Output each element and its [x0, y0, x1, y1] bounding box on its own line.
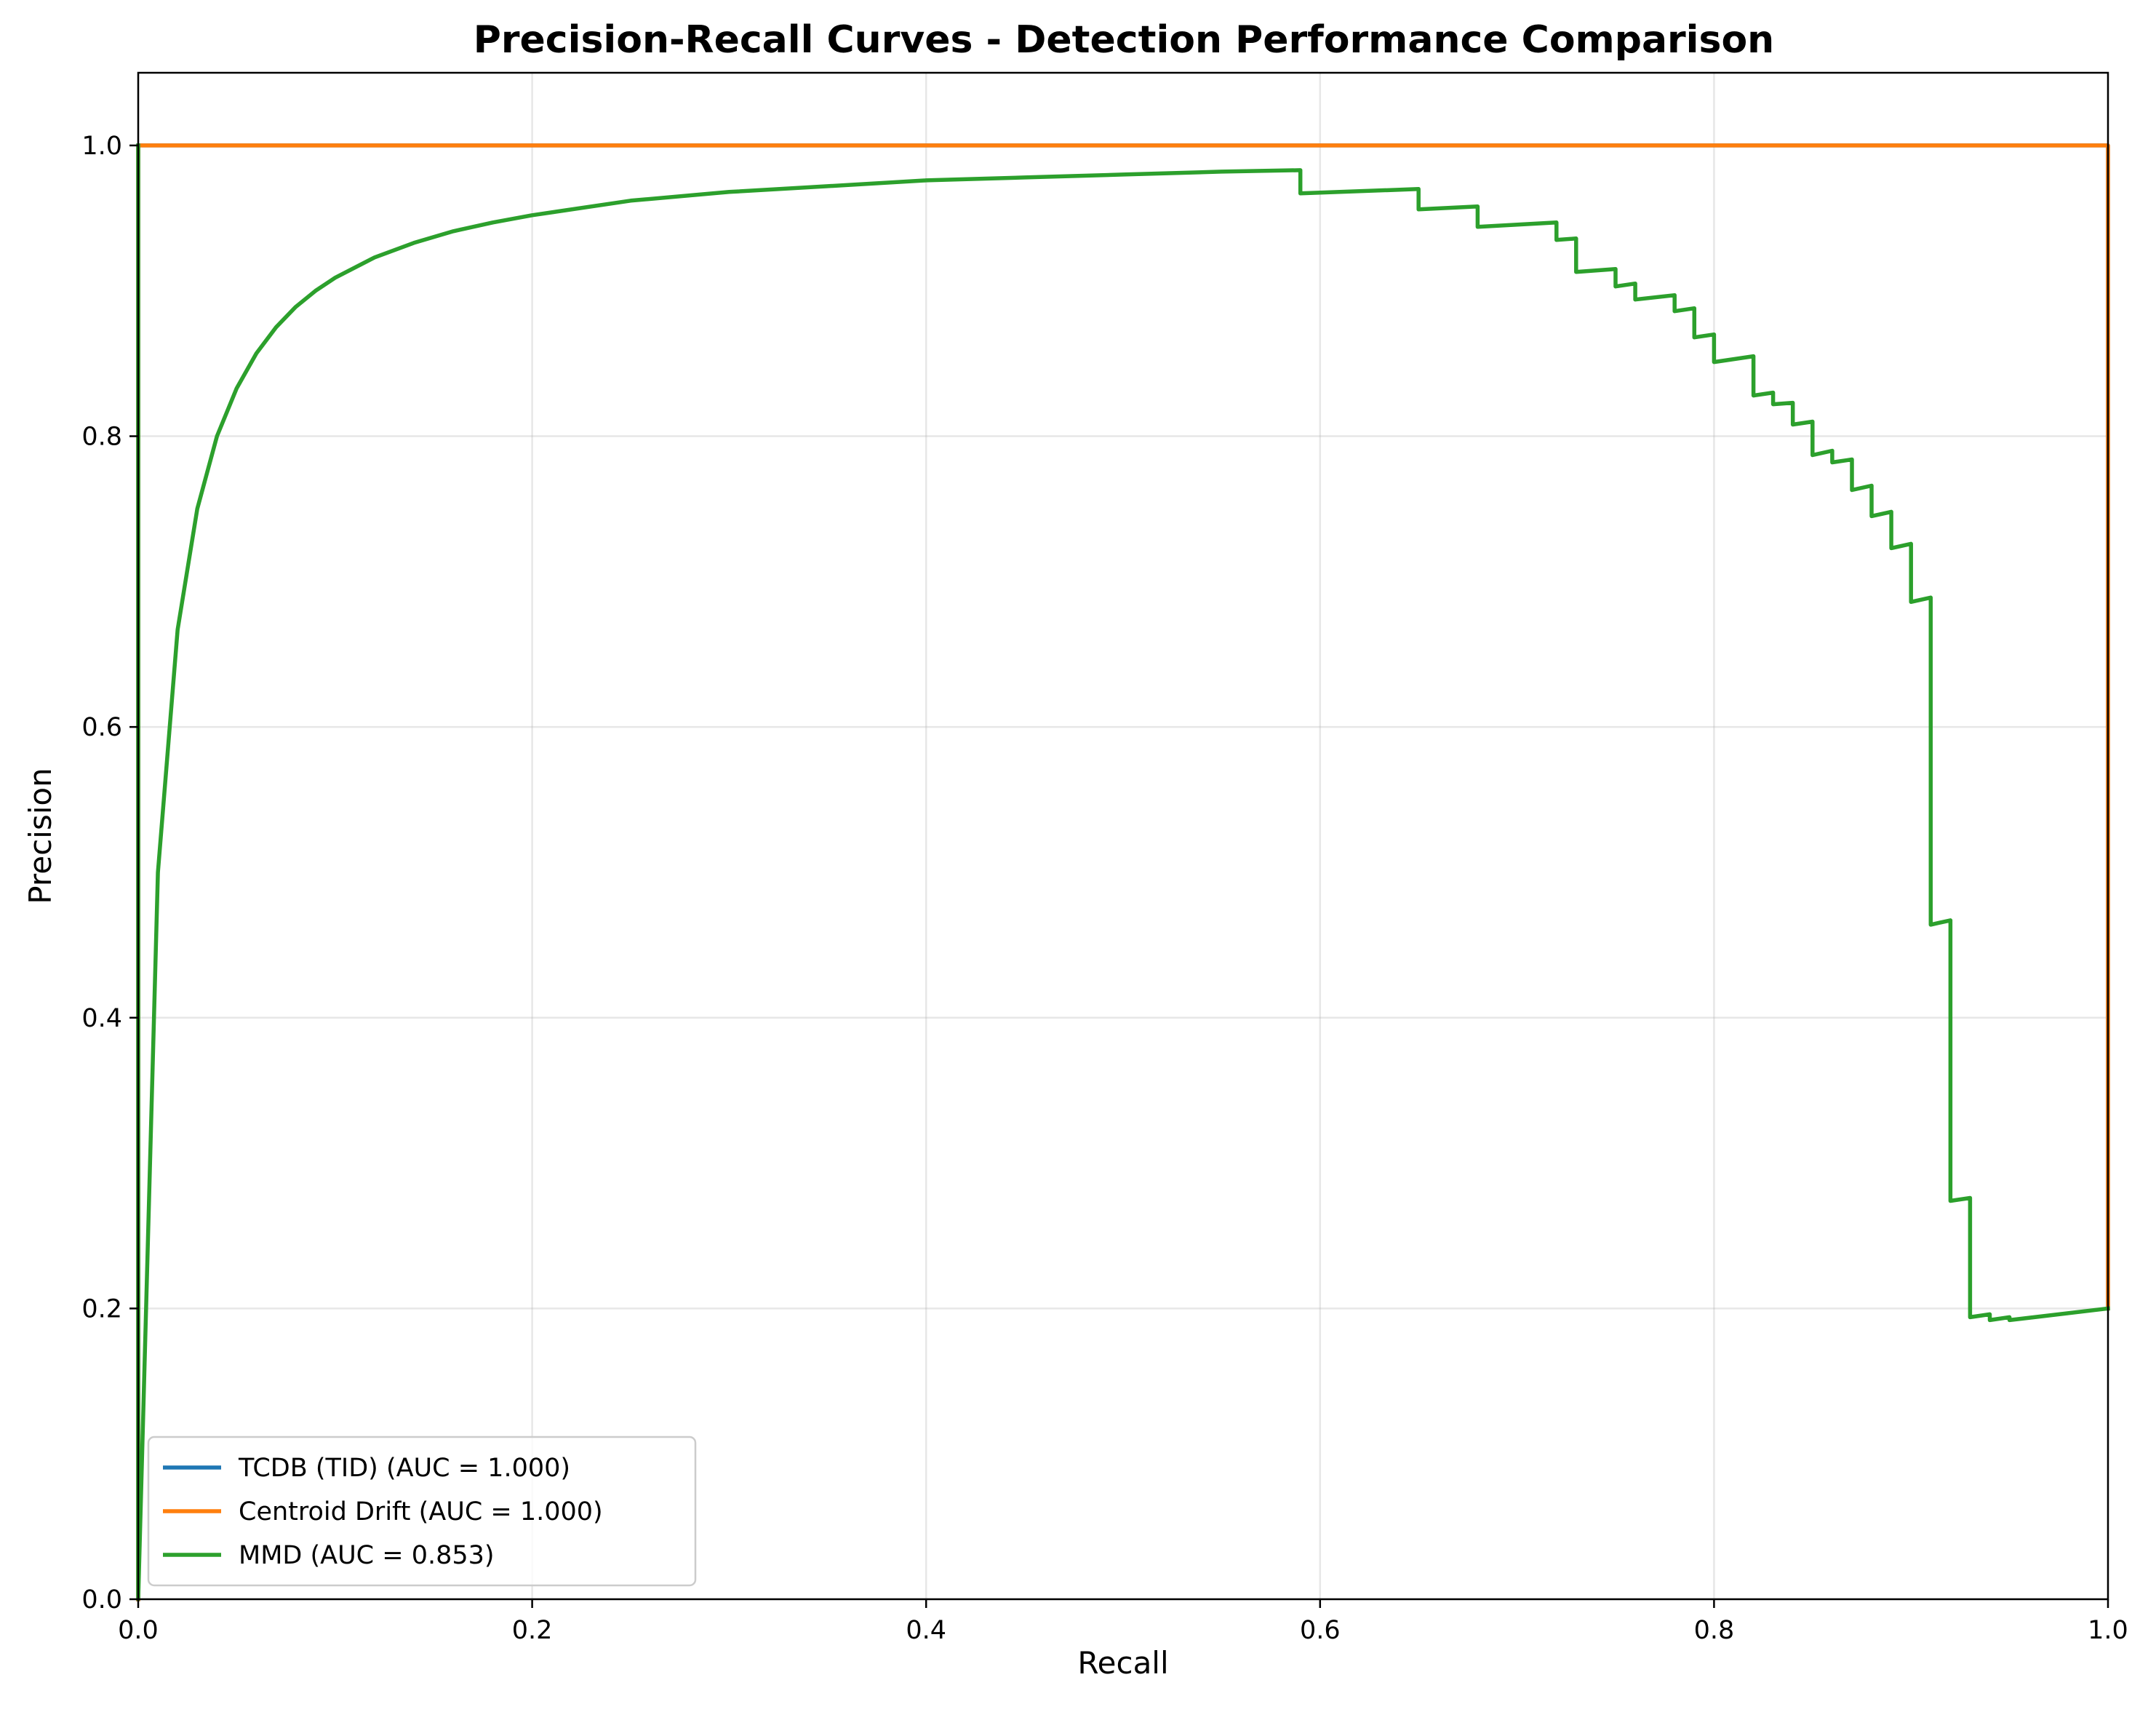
chart-title: Precision-Recall Curves - Detection Perf… — [474, 18, 1774, 62]
y-axis: 0.0 0.2 0.4 0.6 0.8 1.0 — [81, 132, 138, 1615]
y-tick-label: 0.6 — [81, 713, 122, 742]
x-tick-label: 1.0 — [2088, 1616, 2128, 1645]
legend: TCDB (TID) (AUC = 1.000) Centroid Drift (… — [147, 1436, 697, 1587]
plot-frame — [137, 71, 2109, 1601]
y-tick-label: 0.0 — [81, 1585, 122, 1615]
x-tick-label: 0.0 — [118, 1616, 159, 1645]
legend-box — [147, 1436, 697, 1587]
legend-label-0: TCDB (TID) (AUC = 1.000) — [238, 1454, 570, 1483]
x-tick-label: 0.2 — [512, 1616, 553, 1645]
x-tick-label: 0.8 — [1694, 1616, 1735, 1645]
y-axis-label: Precision — [23, 768, 58, 904]
y-tick-label: 0.8 — [81, 423, 122, 452]
x-axis-label: Recall — [1077, 1645, 1168, 1681]
grid-lines — [137, 73, 2109, 1601]
y-tick-label: 1.0 — [81, 132, 122, 161]
legend-label-2: MMD (AUC = 0.853) — [239, 1541, 495, 1570]
series-line-2 — [136, 143, 2111, 1601]
x-axis: 0.0 0.2 0.4 0.6 0.8 1.0 — [118, 1599, 2128, 1645]
x-tick-label: 0.4 — [906, 1616, 946, 1645]
legend-label-1: Centroid Drift (AUC = 1.000) — [239, 1497, 603, 1526]
x-tick-label: 0.6 — [1300, 1616, 1341, 1645]
y-tick-label: 0.4 — [81, 1004, 122, 1033]
y-tick-label: 0.2 — [81, 1294, 122, 1323]
